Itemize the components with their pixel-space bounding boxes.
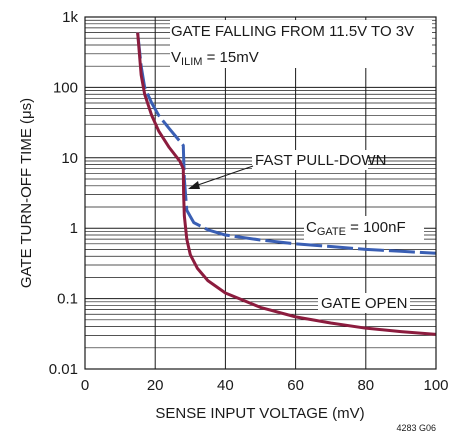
y-tick-label: 100 — [53, 79, 78, 96]
figure-id: 4283 G06 — [396, 423, 436, 433]
x-tick-label: 40 — [217, 377, 234, 394]
x-tick-labels: 0 20 40 60 80 100 — [81, 377, 449, 394]
y-tick-label: 1k — [62, 9, 78, 26]
annotation-fast-pulldown-bg — [252, 150, 368, 170]
annotation-cgate-bg — [304, 216, 424, 240]
annotation-cgate-rest: = 100nF — [346, 219, 406, 236]
annotation-gate-open-bg — [318, 293, 410, 313]
annotation-vilim-sub: ILIM — [181, 56, 202, 68]
annotation-condition-bg — [170, 20, 432, 68]
gridlines — [85, 17, 436, 369]
annotation-cgate-sub: GATE — [317, 226, 346, 238]
x-tick-label: 20 — [147, 377, 164, 394]
annotation-fast-pulldown-arrow-line — [194, 165, 254, 187]
series-line-gate_open — [136, 32, 437, 336]
series-line-cgate — [136, 32, 437, 255]
y-tick-label: 10 — [61, 150, 78, 167]
x-tick-label: 80 — [357, 377, 374, 394]
x-tick-label: 60 — [287, 377, 304, 394]
annotation-cgate-label: CGATE = 100nF — [306, 219, 406, 238]
y-axis-label: GATE TURN-OFF TIME (μs) — [18, 98, 35, 288]
y-tick-label: 1 — [70, 220, 78, 237]
annotation-gate-open-label: GATE OPEN — [321, 295, 407, 312]
annotation-vilim-rest: = 15mV — [202, 49, 258, 66]
x-tick-label: 100 — [423, 377, 448, 394]
annotation-condition-line1: GATE FALLING FROM 11.5V TO 3V — [171, 23, 414, 40]
annotation-cgate-main: C — [306, 219, 317, 236]
annotation-condition: GATE FALLING FROM 11.5V TO 3V VILIM = 15… — [170, 20, 432, 68]
y-tick-label: 0.1 — [57, 291, 78, 308]
annotation-cgate: CGATE = 100nF — [304, 216, 424, 240]
x-axis-label: SENSE INPUT VOLTAGE (mV) — [155, 405, 364, 422]
series-layer — [136, 32, 437, 336]
annotation-condition-line2: VILIM = 15mV — [171, 49, 259, 68]
annotation-fast-pulldown-label: FAST PULL-DOWN — [255, 152, 386, 169]
plot-frame — [84, 16, 437, 370]
annotation-vilim-main: V — [171, 49, 181, 66]
annotation-fast-pulldown-arrowhead — [188, 181, 200, 189]
x-tick-label: 0 — [81, 377, 89, 394]
annotation-gate-open: GATE OPEN — [318, 293, 410, 313]
y-tick-labels: 0.01 0.1 1 10 100 1k — [49, 9, 79, 378]
y-tick-label: 0.01 — [49, 361, 78, 378]
annotation-fast-pulldown: FAST PULL-DOWN — [188, 150, 386, 189]
